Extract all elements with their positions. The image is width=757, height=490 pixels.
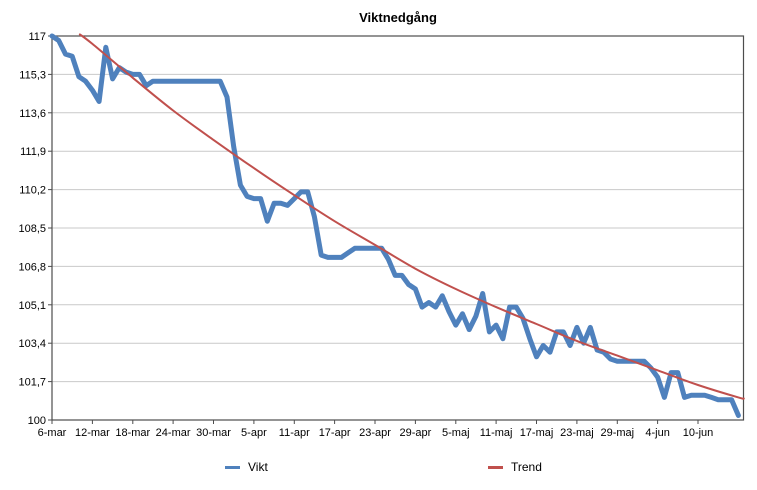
legend-item-trend: Trend [488, 459, 542, 475]
x-tick-label: 29-apr [400, 427, 432, 439]
x-tick-label: 18-mar [115, 427, 150, 439]
x-tick-label: 24-mar [156, 427, 191, 439]
legend-item-vikt: Vikt [225, 459, 268, 475]
y-tick-label: 105,1 [18, 300, 46, 312]
x-tick-label: 5-apr [241, 427, 267, 439]
y-tick-label: 110,2 [19, 185, 46, 197]
x-tick-label: 12-mar [75, 427, 110, 439]
y-tick-label: 100 [28, 415, 46, 427]
trend-series-line [78, 33, 745, 400]
vikt-legend-label: Vikt [248, 460, 268, 474]
y-tick-label: 101,7 [18, 377, 46, 389]
x-tick-label: 23-apr [359, 427, 391, 439]
vikt-series-line [49, 33, 741, 418]
x-tick-label: 23-maj [560, 427, 594, 439]
x-tick-label: 11-maj [480, 427, 513, 439]
y-tick-label: 103,4 [18, 338, 46, 350]
x-tick-label: 6-mar [38, 427, 67, 439]
x-tick-label: 4-jun [645, 427, 669, 439]
y-tick-label: 115,3 [19, 69, 46, 81]
trend-legend-marker-icon [488, 465, 503, 469]
y-tick-label: 113,6 [19, 108, 46, 120]
vikt-legend-marker-icon [225, 465, 240, 469]
x-tick-label: 30-mar [196, 427, 231, 439]
trend-legend-label: Trend [511, 460, 542, 474]
y-tick-label: 111,9 [20, 146, 46, 158]
y-tick-label: 106,8 [18, 261, 46, 273]
y-tick-label: 108,5 [18, 223, 46, 235]
x-tick-label: 5-maj [442, 427, 470, 439]
x-tick-label: 11-apr [279, 427, 310, 439]
x-tick-label: 29-maj [600, 427, 634, 439]
y-tick-label: 117 [28, 31, 46, 43]
x-tick-label: 10-jun [683, 427, 714, 439]
x-tick-label: 17-maj [520, 427, 554, 439]
chart-title: Viktnedgång [359, 10, 437, 25]
x-tick-label: 17-apr [319, 427, 351, 439]
